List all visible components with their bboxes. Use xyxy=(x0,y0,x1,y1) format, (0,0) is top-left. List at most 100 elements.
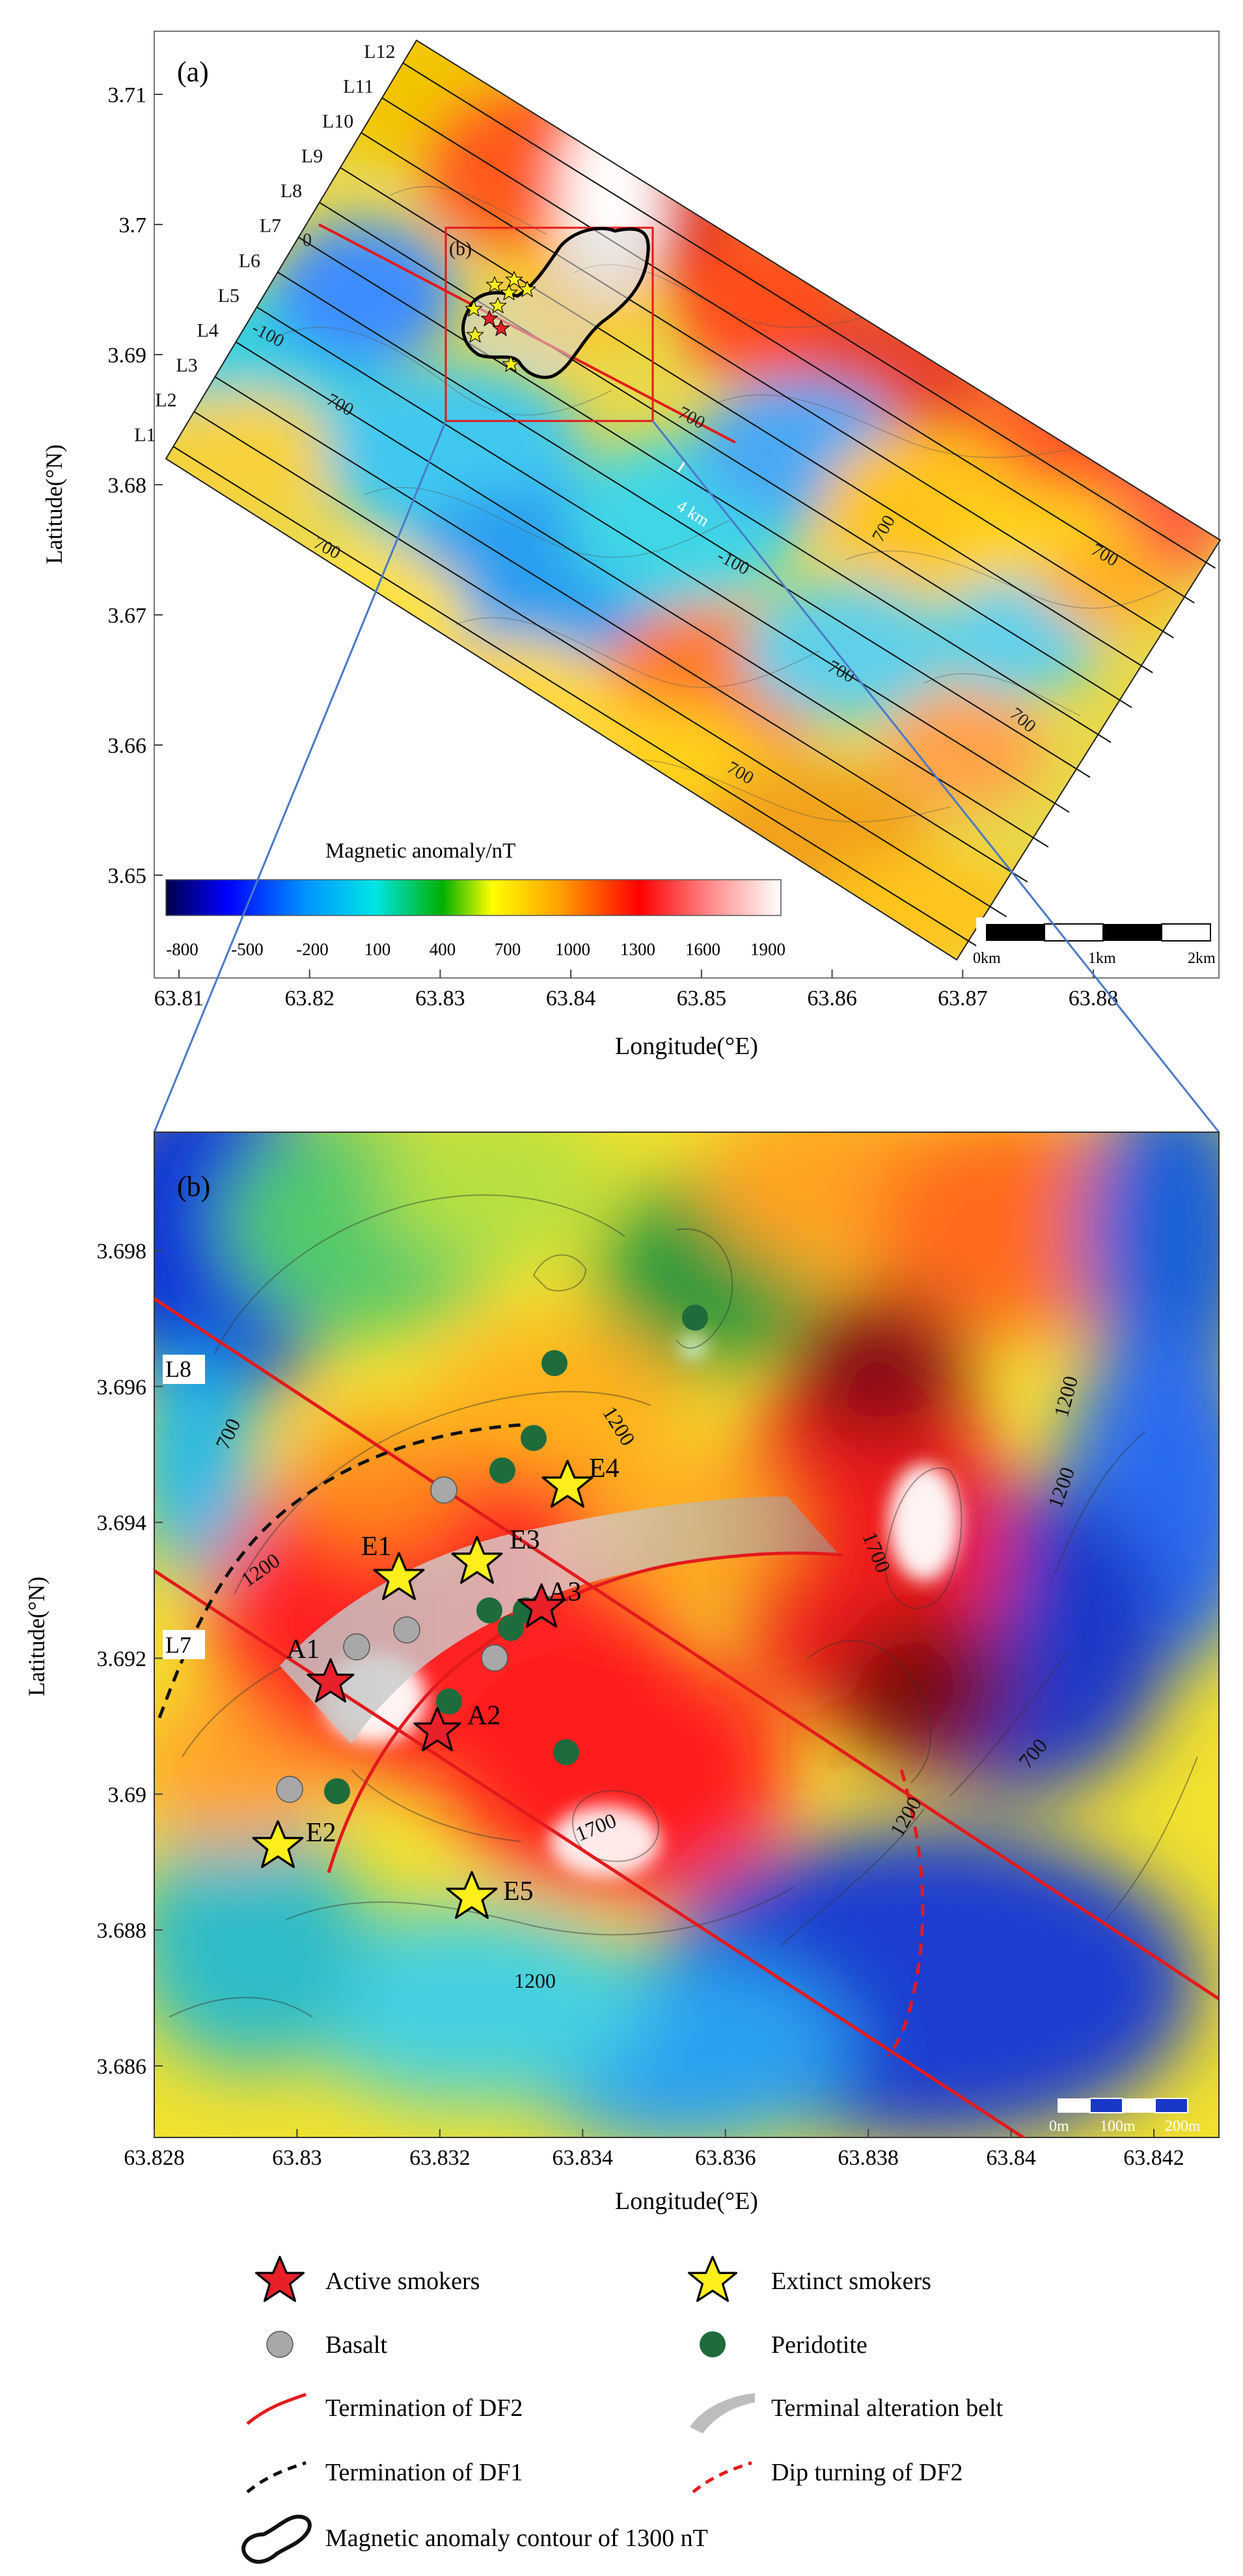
survey-line xyxy=(319,202,1132,709)
scalebar-label: 200m xyxy=(1165,2118,1201,2135)
legend-termination-df2: Termination of DF2 xyxy=(246,2393,523,2425)
peridotite-sample xyxy=(476,1597,502,1623)
line-label-box-l8 xyxy=(163,1355,205,1384)
x-tick-label: 63.838 xyxy=(838,2146,899,2170)
legend-contour-1300: Magnetic anomaly contour of 1300 nT xyxy=(241,2514,708,2564)
scalebar-seg xyxy=(1089,2098,1123,2113)
basalt-sample xyxy=(430,1476,458,1504)
colorbar-tick-label: 400 xyxy=(430,940,456,959)
panel-b-y-ticks: 3.698 3.696 3.694 3.692 3.69 3.688 3.686 xyxy=(97,1240,163,2079)
survey-line-label: L9 xyxy=(301,146,323,167)
scalebar-label: 0km xyxy=(973,950,1001,967)
panel-a-contour-lines xyxy=(273,186,1172,822)
x-tick-label: 63.828 xyxy=(124,2146,185,2170)
survey-line xyxy=(172,446,987,953)
y-tick-label: 3.68 xyxy=(108,474,147,498)
survey-line xyxy=(256,306,1070,813)
panel-a-y-axis-label: Latitude(°N) xyxy=(41,444,67,564)
x-tick-label: 63.832 xyxy=(409,2146,471,2170)
y-tick-label: 3.688 xyxy=(97,1919,147,1943)
survey-line-label: L3 xyxy=(176,355,197,376)
colorbar-title: Magnetic anomaly/nT xyxy=(325,839,515,863)
x-tick-label: 63.83 xyxy=(415,986,465,1010)
x-tick-label: 63.83 xyxy=(272,2146,322,2170)
legend-label: Basalt xyxy=(325,2331,387,2359)
panel-a-x-ticks: 63.81 63.82 63.83 63.84 63.85 63.86 63.87 63.88 xyxy=(154,969,1118,1010)
scalebar-seg xyxy=(1044,923,1104,942)
y-tick-label: 3.65 xyxy=(108,864,147,888)
y-tick-label: 3.694 xyxy=(97,1512,147,1536)
legend-label: Peridotite xyxy=(771,2331,867,2359)
survey-line xyxy=(235,341,1049,848)
scalebar-seg xyxy=(1058,2098,1090,2113)
panel-b-samples xyxy=(276,1305,708,1804)
scalebar-label: 1km xyxy=(1088,950,1116,967)
terminal-alteration-belt xyxy=(280,1497,840,1744)
y-tick-label: 3.71 xyxy=(108,83,147,107)
scalebar-label: 2km xyxy=(1188,950,1216,967)
panel-b-x-ticks: 63.828 63.83 63.832 63.834 63.836 63.838 63.84… xyxy=(124,2129,1184,2170)
profile-line-l8 xyxy=(154,1297,1219,2001)
scalebar-label: 100m xyxy=(1100,2118,1136,2135)
survey-line xyxy=(402,62,1216,569)
survey-line-label: L12 xyxy=(364,41,395,62)
y-tick-label: 3.69 xyxy=(108,344,147,368)
legend-basalt: Basalt xyxy=(266,2331,387,2359)
legend-label: Active smokers xyxy=(325,2268,480,2295)
survey-line xyxy=(298,236,1112,743)
y-tick-label: 3.69 xyxy=(108,1783,147,1807)
colorbar-tick-label: 700 xyxy=(495,940,521,959)
panel-b-label: (b) xyxy=(177,1171,210,1202)
belt-icon xyxy=(690,2393,755,2434)
scalebar-seg xyxy=(986,924,1045,941)
x-tick-label: 63.836 xyxy=(695,2146,756,2170)
survey-line-label: L10 xyxy=(322,111,353,132)
contour-label: 0 xyxy=(303,230,312,251)
survey-line xyxy=(214,376,1028,883)
active-star-icon xyxy=(254,2255,305,2302)
line-label-box-l7 xyxy=(163,1630,205,1659)
smoker-label: A2 xyxy=(467,1701,500,1731)
survey-line-label: L7 xyxy=(260,215,281,237)
colorbar-tick-label: -500 xyxy=(231,940,264,959)
legend-label: Termination of DF2 xyxy=(325,2394,523,2422)
legend-label: Terminal alteration belt xyxy=(771,2394,1004,2422)
peridotite-sample xyxy=(324,1778,350,1804)
y-tick-label: 3.686 xyxy=(97,2055,147,2079)
panel-b-x-axis-label: Longitude(°E) xyxy=(615,2188,758,2215)
zoom-connector-right xyxy=(651,420,1220,1133)
panel-b-scalebar: 0m 100m 200m xyxy=(1049,2098,1201,2135)
scalebar-seg xyxy=(1161,923,1211,942)
peridotite-icon xyxy=(700,2331,726,2357)
legend-label: Dip turning of DF2 xyxy=(771,2459,963,2486)
colorbar-ticks: -800 -500 -200 100 400 700 1000 1300 1600 1900 xyxy=(166,940,785,959)
survey-line-label: L2 xyxy=(155,390,176,411)
legend-active-smokers: Active smokers xyxy=(254,2255,480,2302)
scalebar-seg xyxy=(1103,924,1162,941)
black-dashed-line-icon xyxy=(246,2461,307,2493)
x-tick-label: 63.86 xyxy=(807,986,857,1010)
y-tick-label: 3.67 xyxy=(108,604,147,628)
smoker-label: A3 xyxy=(548,1577,581,1607)
panel-a-label: (a) xyxy=(177,56,209,88)
scalebar-seg xyxy=(1154,2098,1188,2113)
panel-b-contour-lines xyxy=(169,1194,1198,2018)
profile-line-l7 xyxy=(154,1569,1026,2137)
peridotite-sample xyxy=(521,1425,547,1451)
zoom-connector-left xyxy=(153,420,447,1133)
smoker-label: E3 xyxy=(510,1525,540,1555)
extinct-star-icon xyxy=(687,2255,738,2302)
peridotite-sample xyxy=(553,1739,579,1765)
survey-line xyxy=(277,271,1091,778)
contour-label: 1200 xyxy=(514,1969,556,1992)
colorbar-tick-label: 1600 xyxy=(685,940,720,959)
survey-line-label: L5 xyxy=(218,285,239,306)
line-label-l7: L7 xyxy=(165,1632,191,1658)
basalt-sample xyxy=(393,1616,420,1644)
legend-termination-df1: Termination of DF1 xyxy=(246,2459,523,2493)
legend-label: Termination of DF1 xyxy=(325,2459,523,2486)
scalebar-label: 0m xyxy=(1049,2118,1069,2135)
